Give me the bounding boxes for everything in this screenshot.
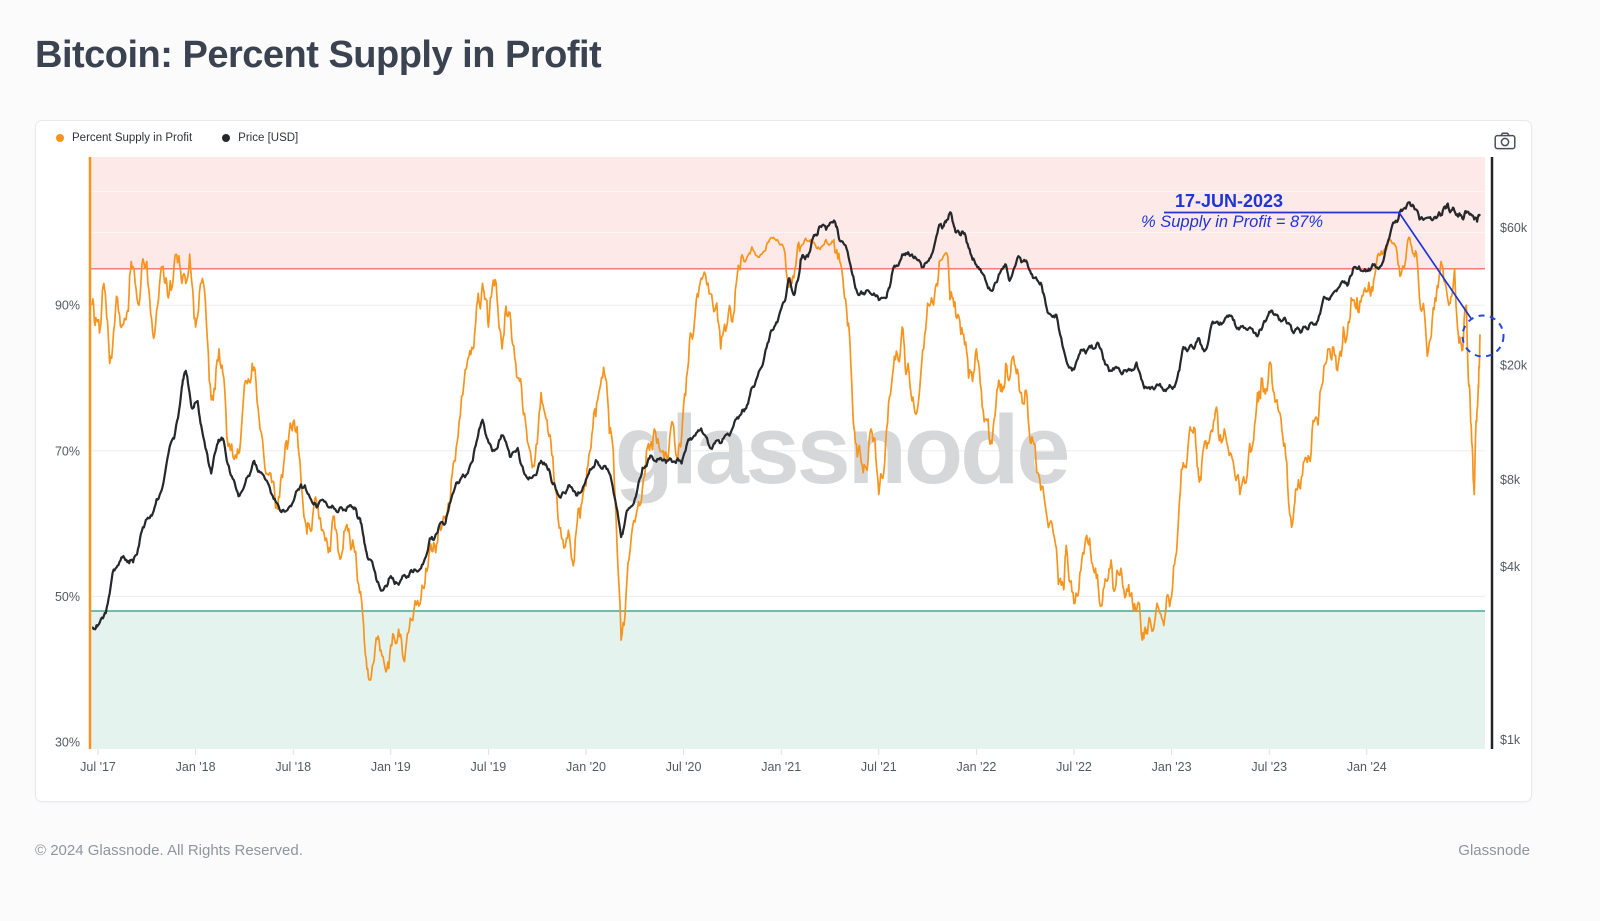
- footer: © 2024 Glassnode. All Rights Reserved. G…: [35, 842, 1530, 859]
- y-axis-label-left: 70%: [55, 444, 80, 458]
- x-axis-label: Jul '18: [275, 760, 311, 774]
- y-axis-label-right: $4k: [1500, 560, 1521, 574]
- copyright-text: © 2024 Glassnode. All Rights Reserved.: [35, 842, 303, 859]
- y-axis-label-left: 90%: [55, 299, 80, 313]
- x-axis-label: Jan '19: [371, 760, 411, 774]
- x-axis-label: Jul '22: [1056, 760, 1092, 774]
- page-title: Bitcoin: Percent Supply in Profit: [35, 34, 602, 76]
- brand-text: Glassnode: [1458, 842, 1530, 859]
- capitulation-band: [90, 610, 1485, 749]
- x-axis-label: Jul '20: [666, 760, 702, 774]
- y-axis-label-left: 50%: [55, 590, 80, 604]
- annotation-value: % Supply in Profit = 87%: [1141, 213, 1323, 231]
- y-axis-label-left: 30%: [55, 736, 80, 750]
- annotation-callout: 17-JUN-2023 % Supply in Profit = 87%: [1141, 191, 1505, 358]
- chart-legend: Percent Supply in Profit Price [USD]: [56, 127, 298, 149]
- x-axis-label: Jul '19: [471, 760, 507, 774]
- legend-item-price[interactable]: Price [USD]: [222, 132, 298, 144]
- y-axis-label-right: $20k: [1500, 359, 1528, 373]
- x-axis-label: Jan '24: [1347, 760, 1387, 774]
- supply-in-profit-line: [91, 236, 1481, 681]
- x-axis-label: Jan '22: [956, 760, 996, 774]
- legend-item-supply-in-profit[interactable]: Percent Supply in Profit: [56, 132, 192, 144]
- price-line: [91, 201, 1481, 631]
- x-axis-label: Jan '23: [1152, 760, 1192, 774]
- x-axis-label: Jan '18: [176, 760, 216, 774]
- chart-card: Percent Supply in Profit Price [USD] Jul …: [35, 120, 1532, 802]
- x-axis-label: Jan '21: [761, 760, 801, 774]
- annotation-pointer-line: [1164, 211, 1473, 320]
- legend-swatch-icon: [222, 134, 231, 142]
- x-axis-label: Jan '20: [566, 760, 606, 774]
- annotation-circle: [1461, 314, 1505, 358]
- x-axis-label: Jul '17: [80, 760, 116, 774]
- annotation-date: 17-JUN-2023: [1175, 191, 1283, 211]
- legend-label: Percent Supply in Profit: [72, 132, 193, 144]
- chart-canvas[interactable]: Jul '17 Jan '18 Jul '18 Jan '19 Jul '19 Jan '…: [36, 121, 1531, 801]
- x-axis-label: Jul '21: [861, 760, 897, 774]
- camera-icon: [1494, 132, 1516, 150]
- x-axis-label: Jul '23: [1251, 760, 1287, 774]
- y-axis-label-right: $8k: [1500, 473, 1521, 487]
- camera-button[interactable]: [1491, 129, 1519, 153]
- legend-label: Price [USD]: [238, 132, 299, 144]
- y-axis-label-right: $1k: [1500, 733, 1521, 747]
- legend-swatch-icon: [56, 134, 64, 142]
- y-axis-label-right: $60k: [1500, 221, 1528, 235]
